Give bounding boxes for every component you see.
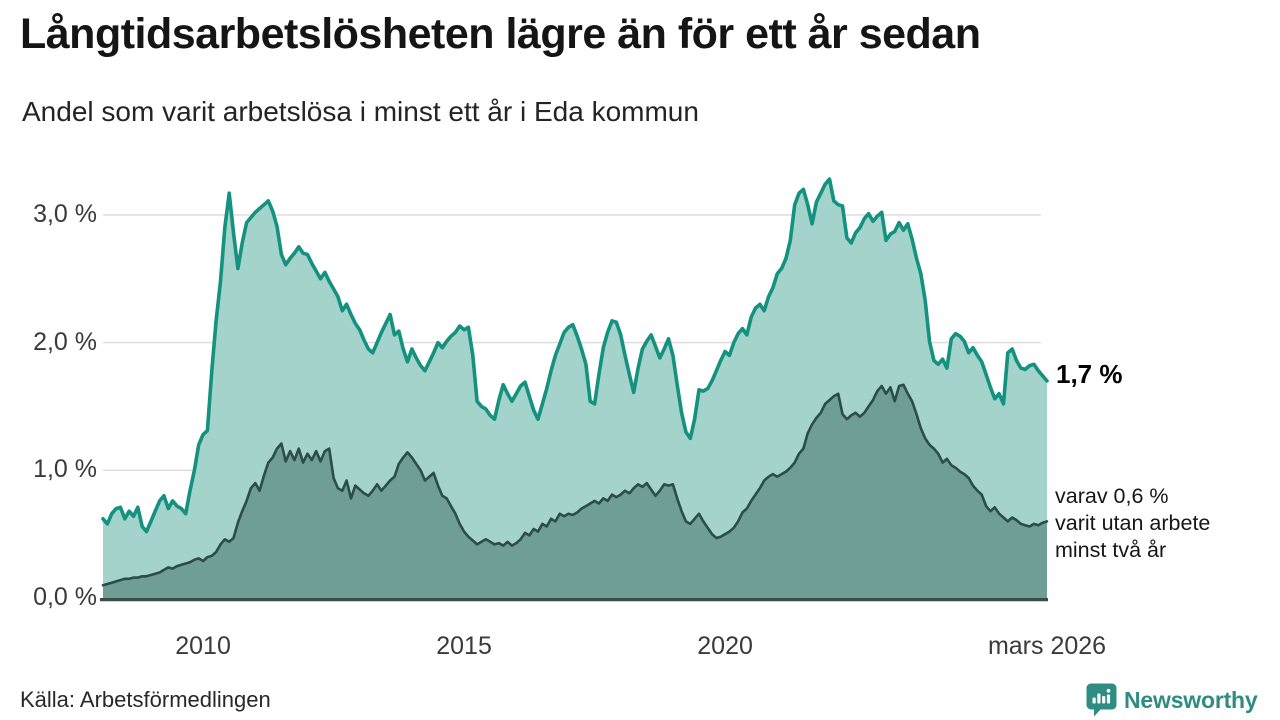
- secondary-series-annotation: varav 0,6 % varit utan arbete minst två …: [1055, 484, 1211, 562]
- page-title: Långtidsarbetslösheten lägre än för ett …: [20, 10, 981, 58]
- x-axis-label: 2020: [697, 632, 753, 660]
- y-axis-label: 2,0 %: [33, 327, 97, 356]
- x-axis-label: mars 2026: [987, 632, 1107, 660]
- series-area: [103, 384, 1047, 598]
- chart-subtitle: Andel som varit arbetslösa i minst ett å…: [22, 96, 699, 127]
- series-line: [101, 383, 1049, 587]
- y-axis-label: 0,0 %: [33, 583, 97, 611]
- series-line: [101, 177, 1049, 534]
- bar-chart-bubble-icon: [1086, 683, 1117, 717]
- y-axis-label: 1,0 %: [33, 455, 97, 484]
- x-axis-label: 2010: [175, 632, 231, 660]
- source-note: Källa: Arbetsförmedlingen: [20, 687, 271, 712]
- x-axis-label: 2015: [436, 632, 492, 660]
- newsworthy-logo: Newsworthy: [1086, 683, 1258, 717]
- newsworthy-wordmark: Newsworthy: [1124, 686, 1258, 713]
- series-end-value-label: 1,7 %: [1056, 359, 1123, 389]
- y-axis-label: 3,0 %: [33, 199, 97, 228]
